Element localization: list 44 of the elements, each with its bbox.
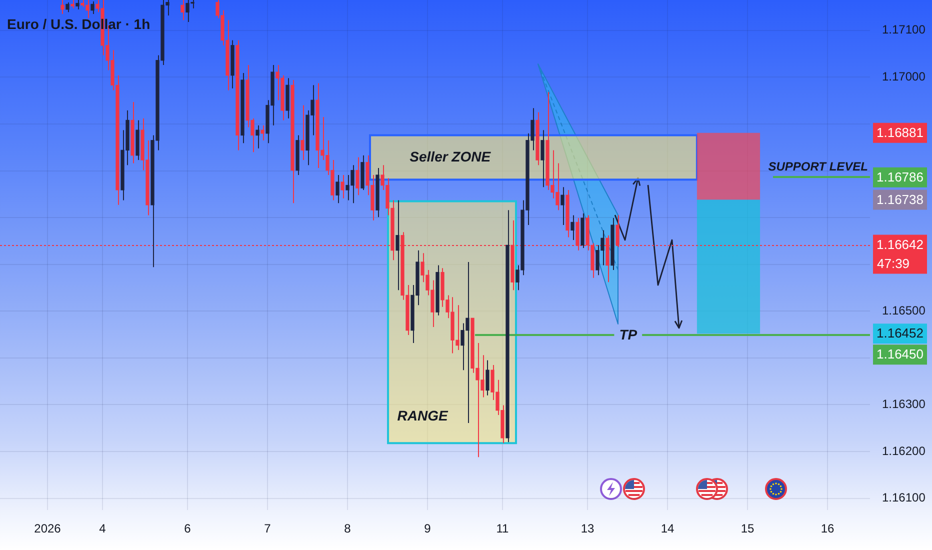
- candlestick: [336, 174, 340, 204]
- x-tick-label: 4: [99, 522, 106, 536]
- x-tick-label: 9: [424, 522, 432, 536]
- candlestick: [356, 156, 360, 196]
- candlestick: [340, 174, 344, 199]
- y-tick-label: 1.17100: [882, 22, 926, 37]
- candlestick: [570, 214, 574, 241]
- y-tick-label: 1.16500: [882, 303, 926, 318]
- candlestick: [256, 124, 260, 149]
- x-tick-label: 8: [344, 522, 352, 536]
- x-tick-label: 7: [264, 522, 272, 536]
- text: 1.16452: [876, 326, 924, 341]
- y-tick-label: 1.17000: [882, 70, 926, 84]
- band-label: RANGE: [397, 407, 449, 424]
- x-tick-label: 16: [820, 522, 834, 536]
- y-tick-label: 1.16300: [882, 397, 926, 412]
- annotation: TP: [619, 326, 638, 342]
- candlestick: [300, 104, 304, 161]
- annotation: SUPPORT LEVEL: [768, 159, 868, 174]
- x-tick-label: 14: [660, 522, 674, 536]
- candlestick: [90, 0, 94, 15]
- candlestick: [540, 130, 544, 188]
- x-tick-label: 15: [740, 522, 754, 536]
- candlestick: [260, 124, 264, 141]
- candlestick: [396, 200, 400, 291]
- text: 47:39: [877, 256, 910, 271]
- x-tick-label: 11: [496, 522, 510, 536]
- ref-line-label: 1.16786: [876, 169, 924, 184]
- candlestick: [60, 0, 64, 15]
- ref-line-label: 1.16450: [876, 346, 924, 362]
- x-tick-label: 13: [580, 522, 594, 536]
- band-label: Seller ZONE: [410, 148, 492, 164]
- y-tick-label: 1.16100: [882, 490, 926, 505]
- text: 1.16881: [876, 124, 924, 140]
- x-tick-label: 6: [184, 522, 192, 536]
- candlestick: [76, 0, 80, 10]
- ref-line-label: 1.16642: [876, 236, 924, 252]
- candlestick: [66, 2, 70, 13]
- candlestick: [560, 186, 564, 226]
- text: 1.16738: [876, 192, 924, 207]
- candlestick: [180, 0, 184, 21]
- candlestick: [486, 360, 490, 396]
- y-tick-label: 1.16200: [882, 444, 926, 458]
- x-tick-label: 2026: [34, 522, 62, 536]
